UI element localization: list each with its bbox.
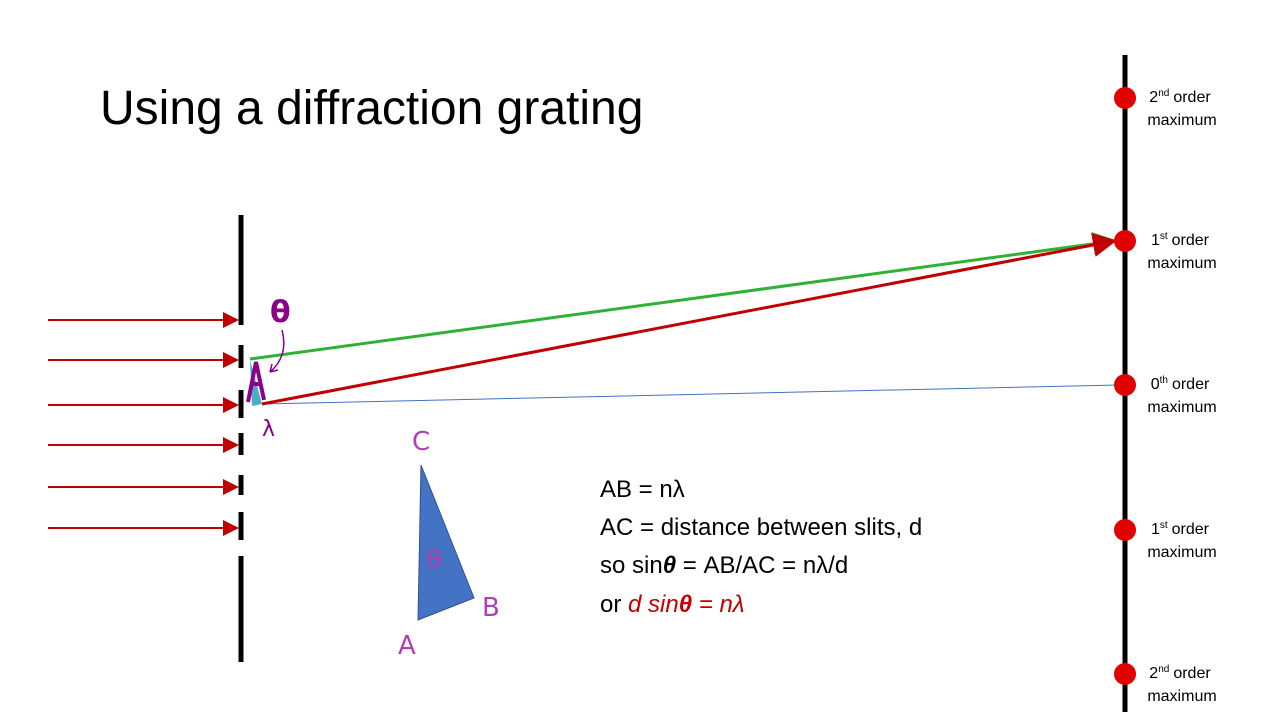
eq-text: = AB/AC = nλ/d [676,552,848,579]
central-ray [261,384,1119,405]
order-word: order [1172,521,1210,538]
maximum-line2: maximum [1147,544,1216,561]
title: Using a diffraction grating [100,82,643,135]
order-suffix: th [1160,375,1168,386]
maximum-line2: maximum [1147,112,1216,129]
order-word: order [1172,376,1210,393]
order-suffix: nd [1158,664,1169,675]
maximum-label: 2nd order [1149,664,1211,682]
maximum-dot [1114,663,1136,685]
eq-red-symbol: θ [679,591,692,618]
equation: so sinθ = AB/AC = nλ/d [600,552,848,579]
triangle [417,464,475,621]
order-number: 1 [1151,232,1160,249]
incident-rays [48,312,239,536]
maximum-label: 0th order [1151,375,1210,393]
eq-text: so sin [600,552,663,579]
order-suffix: st [1160,520,1168,531]
angle-label: θ [270,295,291,330]
triangle-angle: θ [426,545,442,575]
point-c: C [412,427,430,457]
maximum-dot [1114,519,1136,541]
order-suffix: st [1160,231,1168,242]
maximum-dot [1114,87,1136,109]
maximum-line2: maximum [1147,399,1216,416]
eq-text: AB = nλ [600,476,685,503]
maximum-line2: maximum [1147,255,1216,272]
order-word: order [1173,89,1211,106]
eq-text: AC = distance between slits, d [600,514,922,541]
eq-text: or [600,591,628,618]
green-ray [249,231,1117,361]
point-a: A [398,631,416,661]
eq-red: d sin [628,591,679,618]
order-word: order [1173,665,1211,682]
point-b: B [482,593,500,623]
maximum-label: 1st order [1151,520,1210,538]
order-number: 1 [1151,521,1160,538]
equation: AC = distance between slits, d [600,514,922,541]
maximum-dot [1114,230,1136,252]
maximum-dot [1114,374,1136,396]
equation: AB = nλ [600,476,685,503]
equation: or d sinθ = nλ [600,591,745,618]
pointer-arrow [269,329,285,373]
order-number: 2 [1149,665,1158,682]
maximum-label: 2nd order [1149,88,1211,106]
order-word: order [1172,232,1210,249]
small-triangle [246,361,266,403]
maximum-label: 1st order [1151,231,1210,249]
order-suffix: nd [1158,88,1169,99]
maximum-line2: maximum [1147,688,1216,705]
wavelength-label: λ [262,417,275,442]
equations: AB = nλ AC = distance between slits, d s… [600,476,922,618]
eq-red: = nλ [692,591,745,618]
eq-symbol: θ [663,552,676,579]
order-number: 2 [1149,89,1158,106]
order-number: 0 [1151,376,1160,393]
red-ray [261,233,1117,406]
